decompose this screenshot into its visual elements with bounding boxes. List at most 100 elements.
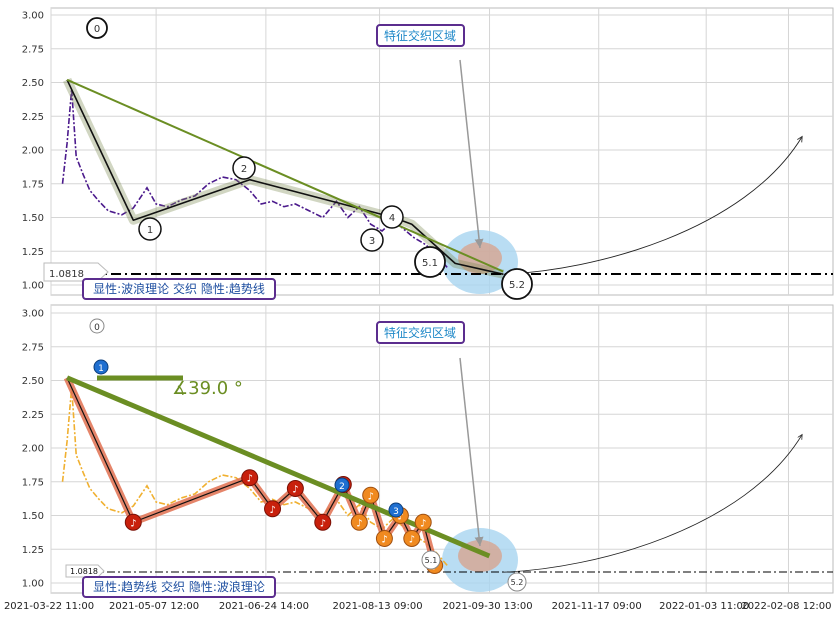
svg-text:♪: ♪ — [356, 518, 362, 529]
svg-text:3: 3 — [369, 236, 375, 247]
bottom-callout-box: 特征交织区域 — [376, 321, 465, 344]
y-tick-label: 1.25 — [22, 545, 44, 556]
bottom-note-markers: ♪♪♪♪♪♪♪♪♪♪♪♪♪ — [124, 469, 444, 574]
y-tick-label: 2.50 — [22, 376, 44, 387]
svg-text:4: 4 — [389, 213, 395, 224]
x-tick-label: 2021-05-07 12:00 — [109, 601, 199, 612]
svg-text:显性:趋势线 交织 隐性:波浪理论: 显性:趋势线 交织 隐性:波浪理论 — [93, 579, 265, 594]
bottom-zero-marker: 0 — [89, 318, 105, 334]
bottom-panel: ∡39.0 ° ♪♪♪♪♪♪♪♪♪♪♪♪♪ 1 2 3 0 5.1 5.2 — [61, 318, 833, 598]
y-tick-label: 1.75 — [22, 179, 44, 190]
svg-text:5.2: 5.2 — [511, 578, 524, 587]
top-callout-arrow — [459, 59, 484, 249]
top-wave-circle-5-2: 5.2 — [501, 268, 533, 300]
x-tick-labels: 2021-03-22 11:00 2021-05-07 12:00 2021-06-… — [4, 601, 832, 612]
svg-text:♪: ♪ — [269, 505, 275, 516]
bottom-legend-box: 显性:趋势线 交织 隐性:波浪理论 — [82, 576, 276, 598]
bottom-hline-label: 1.0818 — [65, 564, 105, 578]
y-tick-label: 2.25 — [22, 410, 44, 421]
x-tick-label: 2021-08-13 09:00 — [332, 601, 422, 612]
svg-text:♪: ♪ — [381, 534, 387, 545]
svg-text:1: 1 — [147, 225, 153, 236]
svg-text:♪: ♪ — [320, 518, 326, 529]
wave-note-marker: ♪ — [403, 529, 421, 547]
svg-text:♪: ♪ — [247, 474, 253, 485]
y-tick-label: 2.00 — [22, 146, 44, 157]
svg-text:♪: ♪ — [130, 518, 136, 529]
svg-text:5.2: 5.2 — [509, 280, 525, 291]
y-tick-label: 1.50 — [22, 511, 44, 522]
svg-text:♪: ♪ — [420, 518, 426, 529]
svg-text:5.1: 5.1 — [422, 258, 438, 269]
wave-note-marker: ♪ — [241, 469, 259, 487]
svg-text:0: 0 — [94, 323, 100, 333]
bottom-wave-marker-3: 3 — [388, 502, 404, 518]
y-tick-label: 2.75 — [22, 342, 44, 353]
x-tick-label: 2021-06-24 14:00 — [219, 601, 309, 612]
wave-note-marker: ♪ — [375, 529, 393, 547]
svg-text:5.1: 5.1 — [425, 556, 438, 565]
svg-text:1: 1 — [98, 364, 104, 374]
top-legend-box: 显性:波浪理论 交织 隐性:趋势线 — [82, 278, 276, 300]
top-panel: 1 2 3 4 5.1 5.2 0 1.0818 — [43, 17, 833, 300]
svg-text:1.0818: 1.0818 — [70, 567, 98, 576]
svg-text:♪: ♪ — [409, 534, 415, 545]
y-tick-label: 1.25 — [22, 247, 44, 258]
bottom-panel-frame — [50, 304, 834, 594]
svg-text:特征交织区域: 特征交织区域 — [384, 28, 456, 43]
svg-text:0: 0 — [94, 24, 100, 35]
bottom-label-5-1: 5.1 — [421, 550, 441, 570]
wave-note-marker: ♪ — [314, 513, 332, 531]
wave-note-marker: ♪ — [362, 486, 380, 504]
top-zero-marker: 0 — [86, 17, 108, 39]
y-tick-label: 1.00 — [22, 281, 44, 292]
bottom-label-5-2: 5.2 — [507, 572, 527, 592]
top-trendline — [66, 78, 504, 273]
svg-text:♪: ♪ — [292, 485, 298, 496]
x-tick-label: 2022-02-08 12:00 — [741, 601, 831, 612]
wave-note-marker: ♪ — [414, 513, 432, 531]
bottom-callout-arrow — [459, 357, 484, 547]
x-tick-label: 2021-11-17 09:00 — [552, 601, 642, 612]
svg-text:2: 2 — [339, 482, 345, 492]
y-tick-label: 2.00 — [22, 444, 44, 455]
top-hline-label: 1.0818 — [43, 262, 109, 282]
svg-text:2: 2 — [241, 164, 247, 175]
y-tick-label: 1.50 — [22, 213, 44, 224]
top-wave-circle-1: 1 — [138, 217, 162, 241]
wave-note-marker: ♪ — [124, 513, 142, 531]
svg-text:显性:波浪理论 交织 隐性:趋势线: 显性:波浪理论 交织 隐性:趋势线 — [93, 281, 265, 296]
y-tick-label: 1.75 — [22, 477, 44, 488]
y-tick-label: 3.00 — [22, 11, 44, 22]
wave-note-marker: ♪ — [264, 500, 282, 518]
top-projection-arrow — [503, 137, 802, 275]
wave-note-marker: ♪ — [350, 513, 368, 531]
top-callout-box: 特征交织区域 — [376, 24, 465, 47]
top-wave-circle-2: 2 — [232, 156, 256, 180]
angle-label: ∡39.0 ° — [172, 378, 243, 399]
x-tick-label: 2021-03-22 11:00 — [4, 601, 94, 612]
x-tick-label: 2021-09-30 13:00 — [442, 601, 532, 612]
y-tick-label: 2.25 — [22, 112, 44, 123]
bottom-wave-marker-2: 2 — [334, 477, 350, 493]
bottom-projection-arrow — [503, 435, 802, 573]
y-tick-label: 3.00 — [22, 309, 44, 320]
top-wave-circle-3: 3 — [360, 228, 384, 252]
top-wave-circle-4: 4 — [380, 205, 404, 229]
top-wave-circle-5-1: 5.1 — [414, 246, 446, 278]
bottom-wave-marker-1: 1 — [93, 359, 109, 375]
svg-text:♪: ♪ — [368, 491, 374, 502]
y-tick-label: 2.50 — [22, 78, 44, 89]
svg-text:♪: ♪ — [397, 512, 403, 523]
svg-text:特征交织区域: 特征交织区域 — [384, 325, 456, 340]
svg-text:1.0818: 1.0818 — [49, 269, 84, 280]
y-tick-labels: 3.00 2.75 2.50 2.25 2.00 1.75 1.50 1.25 1.00 3.00… — [22, 11, 44, 590]
y-tick-label: 2.75 — [22, 44, 44, 55]
svg-text:3: 3 — [393, 507, 399, 517]
wave-note-marker: ♪ — [286, 480, 304, 497]
x-tick-label: 2022-01-03 11:00 — [659, 601, 749, 612]
top-price-series — [61, 89, 449, 270]
y-tick-label: 1.00 — [22, 579, 44, 590]
